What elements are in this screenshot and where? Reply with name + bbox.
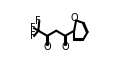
Text: O: O [44, 42, 51, 52]
Text: F: F [30, 31, 35, 41]
Text: O: O [61, 42, 69, 52]
Text: F: F [30, 23, 35, 33]
Text: F: F [35, 16, 41, 26]
Text: O: O [71, 13, 79, 23]
